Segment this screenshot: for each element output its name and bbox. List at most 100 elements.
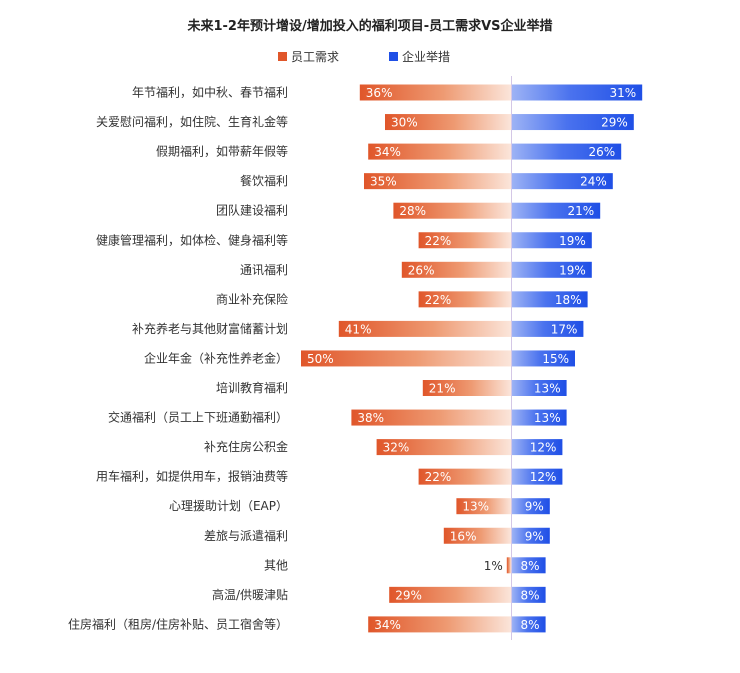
- legend-label-measures: 企业举措: [402, 49, 450, 64]
- bar-demand: [338, 320, 511, 337]
- legend-swatch-demand: [278, 52, 287, 61]
- bar-measures-value: 8%: [521, 559, 540, 573]
- bar-demand-value: 34%: [374, 145, 401, 159]
- bar-measures-value: 26%: [589, 145, 616, 159]
- bar-measures-value: 12%: [530, 441, 557, 455]
- bar-measures: [512, 557, 546, 574]
- bar-measures: [512, 409, 567, 426]
- category-label: 补充养老与其他财富储蓄计划: [132, 321, 288, 336]
- category-label: 餐饮福利: [240, 173, 288, 188]
- bar-measures-value: 31%: [610, 86, 637, 100]
- category-labels: 年节福利，如中秋、春节福利关爱慰问福利，如住院、生育礼金等假期福利，如带薪年假等…: [68, 85, 288, 632]
- bar-demand: [364, 173, 511, 190]
- bar-demand-value: 50%: [307, 352, 334, 366]
- bar-demand: [351, 409, 511, 426]
- bar-measures: [512, 468, 563, 485]
- category-label: 高温/供暖津贴: [212, 587, 288, 602]
- bar-demand-value: 41%: [345, 322, 372, 336]
- bar-measures: [512, 439, 563, 456]
- bar-demand: [422, 380, 511, 396]
- bar-measures-value: 8%: [521, 618, 540, 632]
- bar-demand-value: 21%: [429, 382, 456, 396]
- category-label: 健康管理福利，如体检、健身福利等: [96, 232, 288, 247]
- bar-demand-value: 22%: [425, 293, 452, 307]
- category-label: 年节福利，如中秋、春节福利: [132, 85, 288, 100]
- bar-demand: [418, 291, 511, 308]
- category-label: 用车福利，如提供用车，报销油费等: [96, 469, 288, 484]
- bar-measures-value: 15%: [542, 352, 569, 366]
- bar-demand: [376, 439, 511, 456]
- bar-measures-value: 17%: [551, 322, 578, 336]
- category-label: 关爱慰问福利，如住院、生育礼金等: [96, 114, 288, 129]
- bar-demand: [401, 261, 511, 278]
- bar-demand-value: 30%: [391, 116, 418, 130]
- bar-demand-value: 38%: [357, 411, 384, 425]
- category-label: 商业补充保险: [216, 291, 288, 306]
- bars: 36% 31% 30% 29% 34% 26% 35% 24% 28% 21% 22% 19% 26% 1…: [301, 84, 643, 633]
- bar-demand: [368, 143, 511, 160]
- chart-title: 未来1-2年预计增设/增加投入的福利项目-员工需求VS企业举措: [186, 18, 552, 34]
- bar-demand: [385, 114, 511, 131]
- legend-swatch-measures: [389, 52, 398, 61]
- category-label: 其他: [264, 558, 288, 572]
- bar-measures-value: 19%: [559, 234, 586, 248]
- category-label: 交通福利（员工上下班通勤福利）: [108, 410, 288, 425]
- bar-measures-value: 21%: [568, 204, 595, 218]
- bar-measures-value: 19%: [559, 263, 586, 277]
- bar-demand: [368, 616, 511, 633]
- category-label: 企业年金（补充性养老金）: [144, 350, 288, 365]
- bar-demand: [443, 527, 511, 544]
- bar-demand-value: 28%: [399, 204, 426, 218]
- bar-demand-value: 13%: [462, 500, 489, 514]
- bar-measures-value: 13%: [534, 382, 561, 396]
- bar-measures: [512, 291, 588, 308]
- bar-measures: [512, 616, 546, 633]
- legend-label-demand: 员工需求: [291, 50, 339, 64]
- bar-demand-value: 32%: [383, 441, 410, 455]
- bar-demand: [393, 202, 511, 219]
- category-label: 培训教育福利: [216, 380, 288, 395]
- bar-measures: [512, 350, 575, 367]
- category-label: 住房福利（租房/住房补贴、员工宿舍等）: [68, 616, 288, 631]
- bar-measures: [512, 84, 643, 101]
- bar-measures: [512, 586, 546, 603]
- bar-measures: [512, 380, 567, 396]
- category-label: 差旅与派遣福利: [204, 528, 288, 543]
- bar-demand-value: 1%: [484, 559, 503, 573]
- bar-measures-value: 9%: [525, 500, 544, 514]
- category-label: 补充住房公积金: [204, 439, 288, 454]
- bar-demand: [359, 84, 511, 101]
- bar-measures: [512, 114, 634, 131]
- bar-demand-value: 26%: [408, 263, 435, 277]
- bar-demand-value: 36%: [366, 86, 393, 100]
- bar-measures-value: 18%: [555, 293, 582, 307]
- legend: 员工需求 企业举措: [278, 49, 450, 64]
- bar-measures: [512, 261, 592, 278]
- bar-demand: [506, 557, 511, 574]
- bar-measures: [512, 527, 550, 544]
- bar-measures: [512, 202, 601, 219]
- bar-measures-value: 8%: [521, 588, 540, 602]
- bar-demand-value: 29%: [395, 588, 422, 602]
- bar-demand: [418, 468, 511, 485]
- category-label: 假期福利，如带薪年假等: [156, 144, 288, 159]
- bar-measures-value: 29%: [601, 116, 628, 130]
- category-label: 通讯福利: [240, 262, 288, 277]
- bar-demand-value: 16%: [450, 529, 477, 543]
- bar-demand-value: 34%: [374, 618, 401, 632]
- bar-measures-value: 9%: [525, 529, 544, 543]
- category-label: 团队建设福利: [216, 203, 288, 218]
- bar-measures: [512, 173, 613, 190]
- bar-measures-value: 24%: [580, 175, 607, 189]
- bar-demand: [389, 586, 511, 603]
- bar-demand-value: 22%: [425, 234, 452, 248]
- bar-measures: [512, 143, 622, 160]
- bar-demand-value: 35%: [370, 175, 397, 189]
- bar-demand: [456, 498, 511, 515]
- bar-demand: [418, 232, 511, 249]
- bar-measures: [512, 320, 584, 337]
- bar-demand: [301, 350, 511, 367]
- bar-measures-value: 13%: [534, 411, 561, 425]
- category-label: 心理援助计划（EAP）: [169, 499, 288, 513]
